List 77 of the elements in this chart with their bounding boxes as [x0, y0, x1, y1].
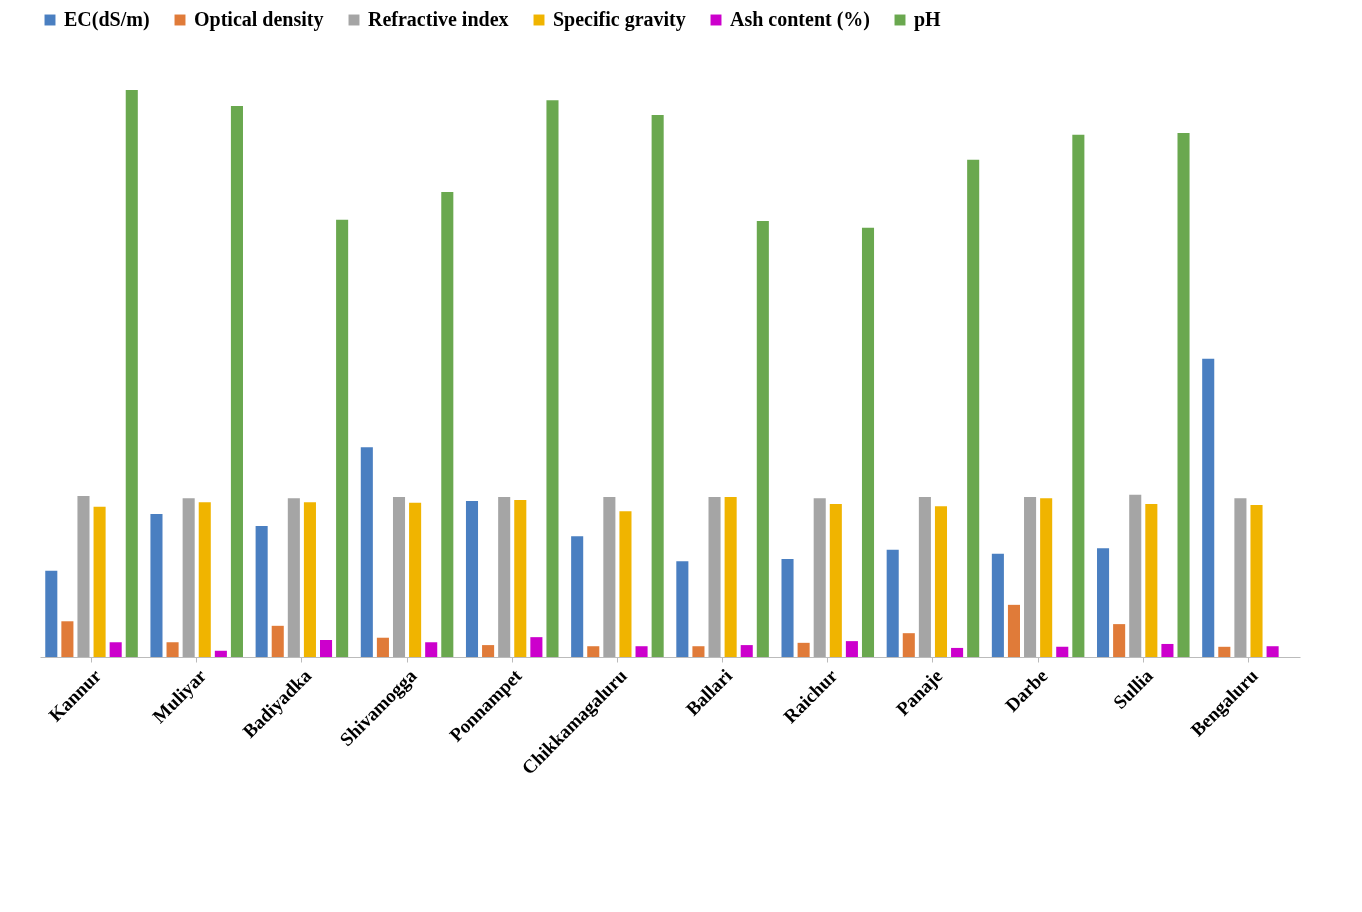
bar [1266, 646, 1279, 657]
bar [902, 633, 915, 657]
bar [166, 642, 179, 657]
bar [1129, 494, 1142, 657]
bar [530, 637, 543, 657]
bar [797, 642, 810, 657]
bar [1234, 498, 1247, 657]
bar [409, 502, 422, 657]
bar [125, 90, 138, 657]
bar [724, 497, 737, 657]
bar [967, 159, 980, 657]
bar [829, 503, 842, 657]
bar [1024, 497, 1037, 657]
bar [692, 646, 705, 657]
bar [651, 114, 664, 657]
bar [991, 553, 1004, 657]
bar [603, 497, 616, 657]
bar [1097, 548, 1110, 657]
bar [1040, 498, 1053, 657]
bar [1145, 503, 1158, 657]
bar [861, 227, 875, 657]
bar [1177, 133, 1190, 657]
bar [230, 105, 243, 657]
bar [182, 498, 195, 657]
legend-label: Specific gravity [553, 8, 686, 31]
bar [845, 641, 858, 657]
bar [214, 650, 227, 657]
bar [465, 501, 479, 657]
legend-label: pH [914, 8, 942, 31]
bar [336, 219, 349, 657]
bar [1202, 358, 1215, 657]
bar [482, 645, 495, 657]
bar [360, 447, 373, 657]
legend-label: EC(dS/m) [64, 8, 150, 31]
bar [45, 570, 58, 657]
bar [319, 639, 333, 657]
bar [708, 497, 721, 657]
bar [198, 502, 211, 657]
bar [587, 646, 600, 657]
bar [571, 536, 584, 657]
legend-label: Ash content (%) [730, 8, 870, 31]
bar [740, 645, 753, 657]
bar [425, 642, 438, 657]
bar [1007, 604, 1021, 657]
legend-label: Optical density [194, 8, 324, 31]
bar [676, 561, 689, 657]
bar [287, 498, 300, 657]
bar [392, 497, 406, 657]
bar [756, 220, 769, 657]
bar [813, 498, 826, 657]
bar [77, 495, 90, 657]
bar [1072, 134, 1085, 657]
bar [1113, 624, 1126, 657]
bar [1218, 646, 1231, 657]
bar [886, 549, 899, 657]
bar [1250, 505, 1263, 657]
bar [934, 506, 948, 657]
bar [514, 499, 527, 657]
bar [781, 558, 794, 657]
bar [498, 497, 511, 657]
bar [93, 506, 106, 657]
bar [255, 526, 268, 657]
bar [61, 621, 74, 657]
bar [1161, 643, 1174, 657]
bar [271, 625, 284, 657]
bar [619, 511, 632, 657]
bar [1056, 646, 1069, 657]
bar [441, 192, 454, 657]
bar [951, 647, 964, 657]
bar [303, 502, 316, 657]
bar [376, 637, 389, 657]
bar [546, 100, 559, 657]
bar [150, 514, 163, 657]
legend-label: Refractive index [368, 8, 509, 30]
bar [109, 642, 122, 657]
bar [635, 646, 648, 657]
bar [918, 497, 931, 657]
